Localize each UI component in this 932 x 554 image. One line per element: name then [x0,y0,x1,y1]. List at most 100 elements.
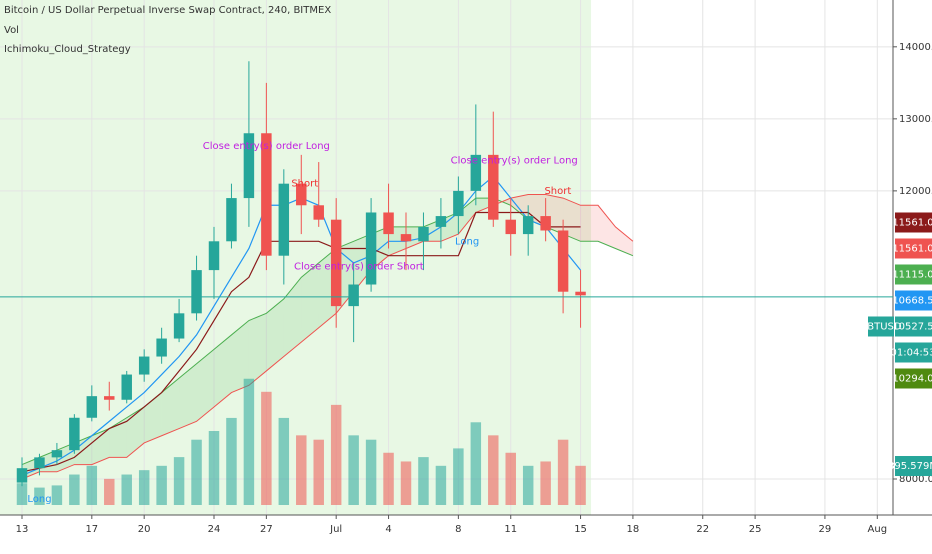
volume-bar [575,465,586,505]
symbol-badge [868,316,894,337]
candle-body [296,183,307,206]
volume-bar [16,483,28,505]
price-badge [895,212,932,233]
signal-label: Close entry(s) order Long [451,156,578,167]
cloud-fill [266,298,284,371]
indicator-line [21,211,581,473]
candle-body [34,457,45,469]
volume-bar [86,465,98,505]
price-badge-label: 10668.5 [892,295,932,306]
volume-bar [313,439,324,505]
price-badge-label: 11115.0 [892,269,932,280]
span-b-line [21,193,634,480]
candle-body [16,468,28,483]
x-tick-label: 18 [627,524,640,535]
volume-bar [488,435,499,505]
session-highlight [0,0,592,515]
volume-bar [226,417,237,505]
candle-body [278,183,290,256]
candle-body [261,133,272,256]
cloud-fill [231,320,249,393]
price-badge [895,316,932,337]
x-tick-label: 8 [455,524,461,535]
volume-bar [69,474,80,505]
candle-body [575,291,586,296]
volume-bar [296,435,307,505]
candle-body [435,216,447,227]
x-tick-label: 4 [385,524,391,535]
candle-body [505,219,516,235]
cloud-fill [580,205,599,242]
volume-bar [522,465,534,505]
price-badge-label: 11561.0 [892,217,932,228]
candle-body [138,356,150,375]
price-badge-label: 01:04:53 [891,347,932,358]
volume-bar [557,439,569,505]
signal-label: Short [291,179,318,190]
candle-body [470,154,482,191]
candle-body [330,219,342,307]
volume-bar [104,478,115,505]
signal-label: Long [27,494,51,505]
volume-bar [435,465,447,505]
volume-bar [330,404,342,505]
indicator-label: Vol [4,25,19,36]
candle-body [86,396,98,418]
candle-body [418,226,429,242]
volume-bar [261,391,272,505]
x-tick-label: 25 [749,524,762,535]
x-tick-label: Aug [868,524,888,535]
price-badge [895,368,932,389]
candle-body [121,374,132,400]
volume-bar [208,430,220,505]
volume-bar [418,457,429,505]
cloud-fill [563,198,581,242]
volume-bar [156,465,167,505]
price-badge [895,290,932,311]
cloud-fill [458,198,476,235]
volume-bar [138,470,150,505]
symbol-label: XBTUSD [860,321,901,332]
volume-bar [365,439,377,505]
signal-label: Long [455,236,479,247]
cloud-fill [161,378,180,436]
x-tick-label: 13 [16,524,29,535]
candle-body [383,212,394,235]
price-badge-label: 11561.0 [892,243,932,254]
volume-badge [895,456,932,477]
candle-body [208,241,220,271]
x-tick-label: 29 [819,524,832,535]
cloud-fill [179,363,197,429]
volume-bar [453,448,464,505]
volume-bar [51,485,63,505]
volume-bar [348,435,359,505]
x-tick-label: 24 [208,524,221,535]
volume-bar [121,474,132,505]
x-tick-label: 17 [85,524,98,535]
cloud-fill [144,392,162,443]
volume-bar [191,439,202,505]
volume-bar [540,461,551,505]
cloud-fill [109,417,127,458]
volume-bar [383,452,394,505]
price-badge [895,238,932,259]
cloud-fill [91,428,110,465]
volume-bar [243,378,255,505]
candle-body [226,198,237,242]
cloud-fill [213,334,232,407]
candle-body [104,396,115,400]
volume-bar [278,417,290,505]
cloud-fill [301,262,319,343]
candle-body [313,205,324,220]
price-badge-label: 10527.5 [892,321,932,332]
cloud-fill [598,205,616,249]
candle-body [400,234,412,242]
signal-label: Short [544,186,571,197]
candle-body [488,154,499,220]
x-tick-label: 20 [138,524,151,535]
candle-body [51,450,63,458]
candle-body [365,212,377,285]
candle-body [243,133,255,199]
chart-title: Bitcoin / US Dollar Perpetual Inverse Sw… [4,5,331,16]
